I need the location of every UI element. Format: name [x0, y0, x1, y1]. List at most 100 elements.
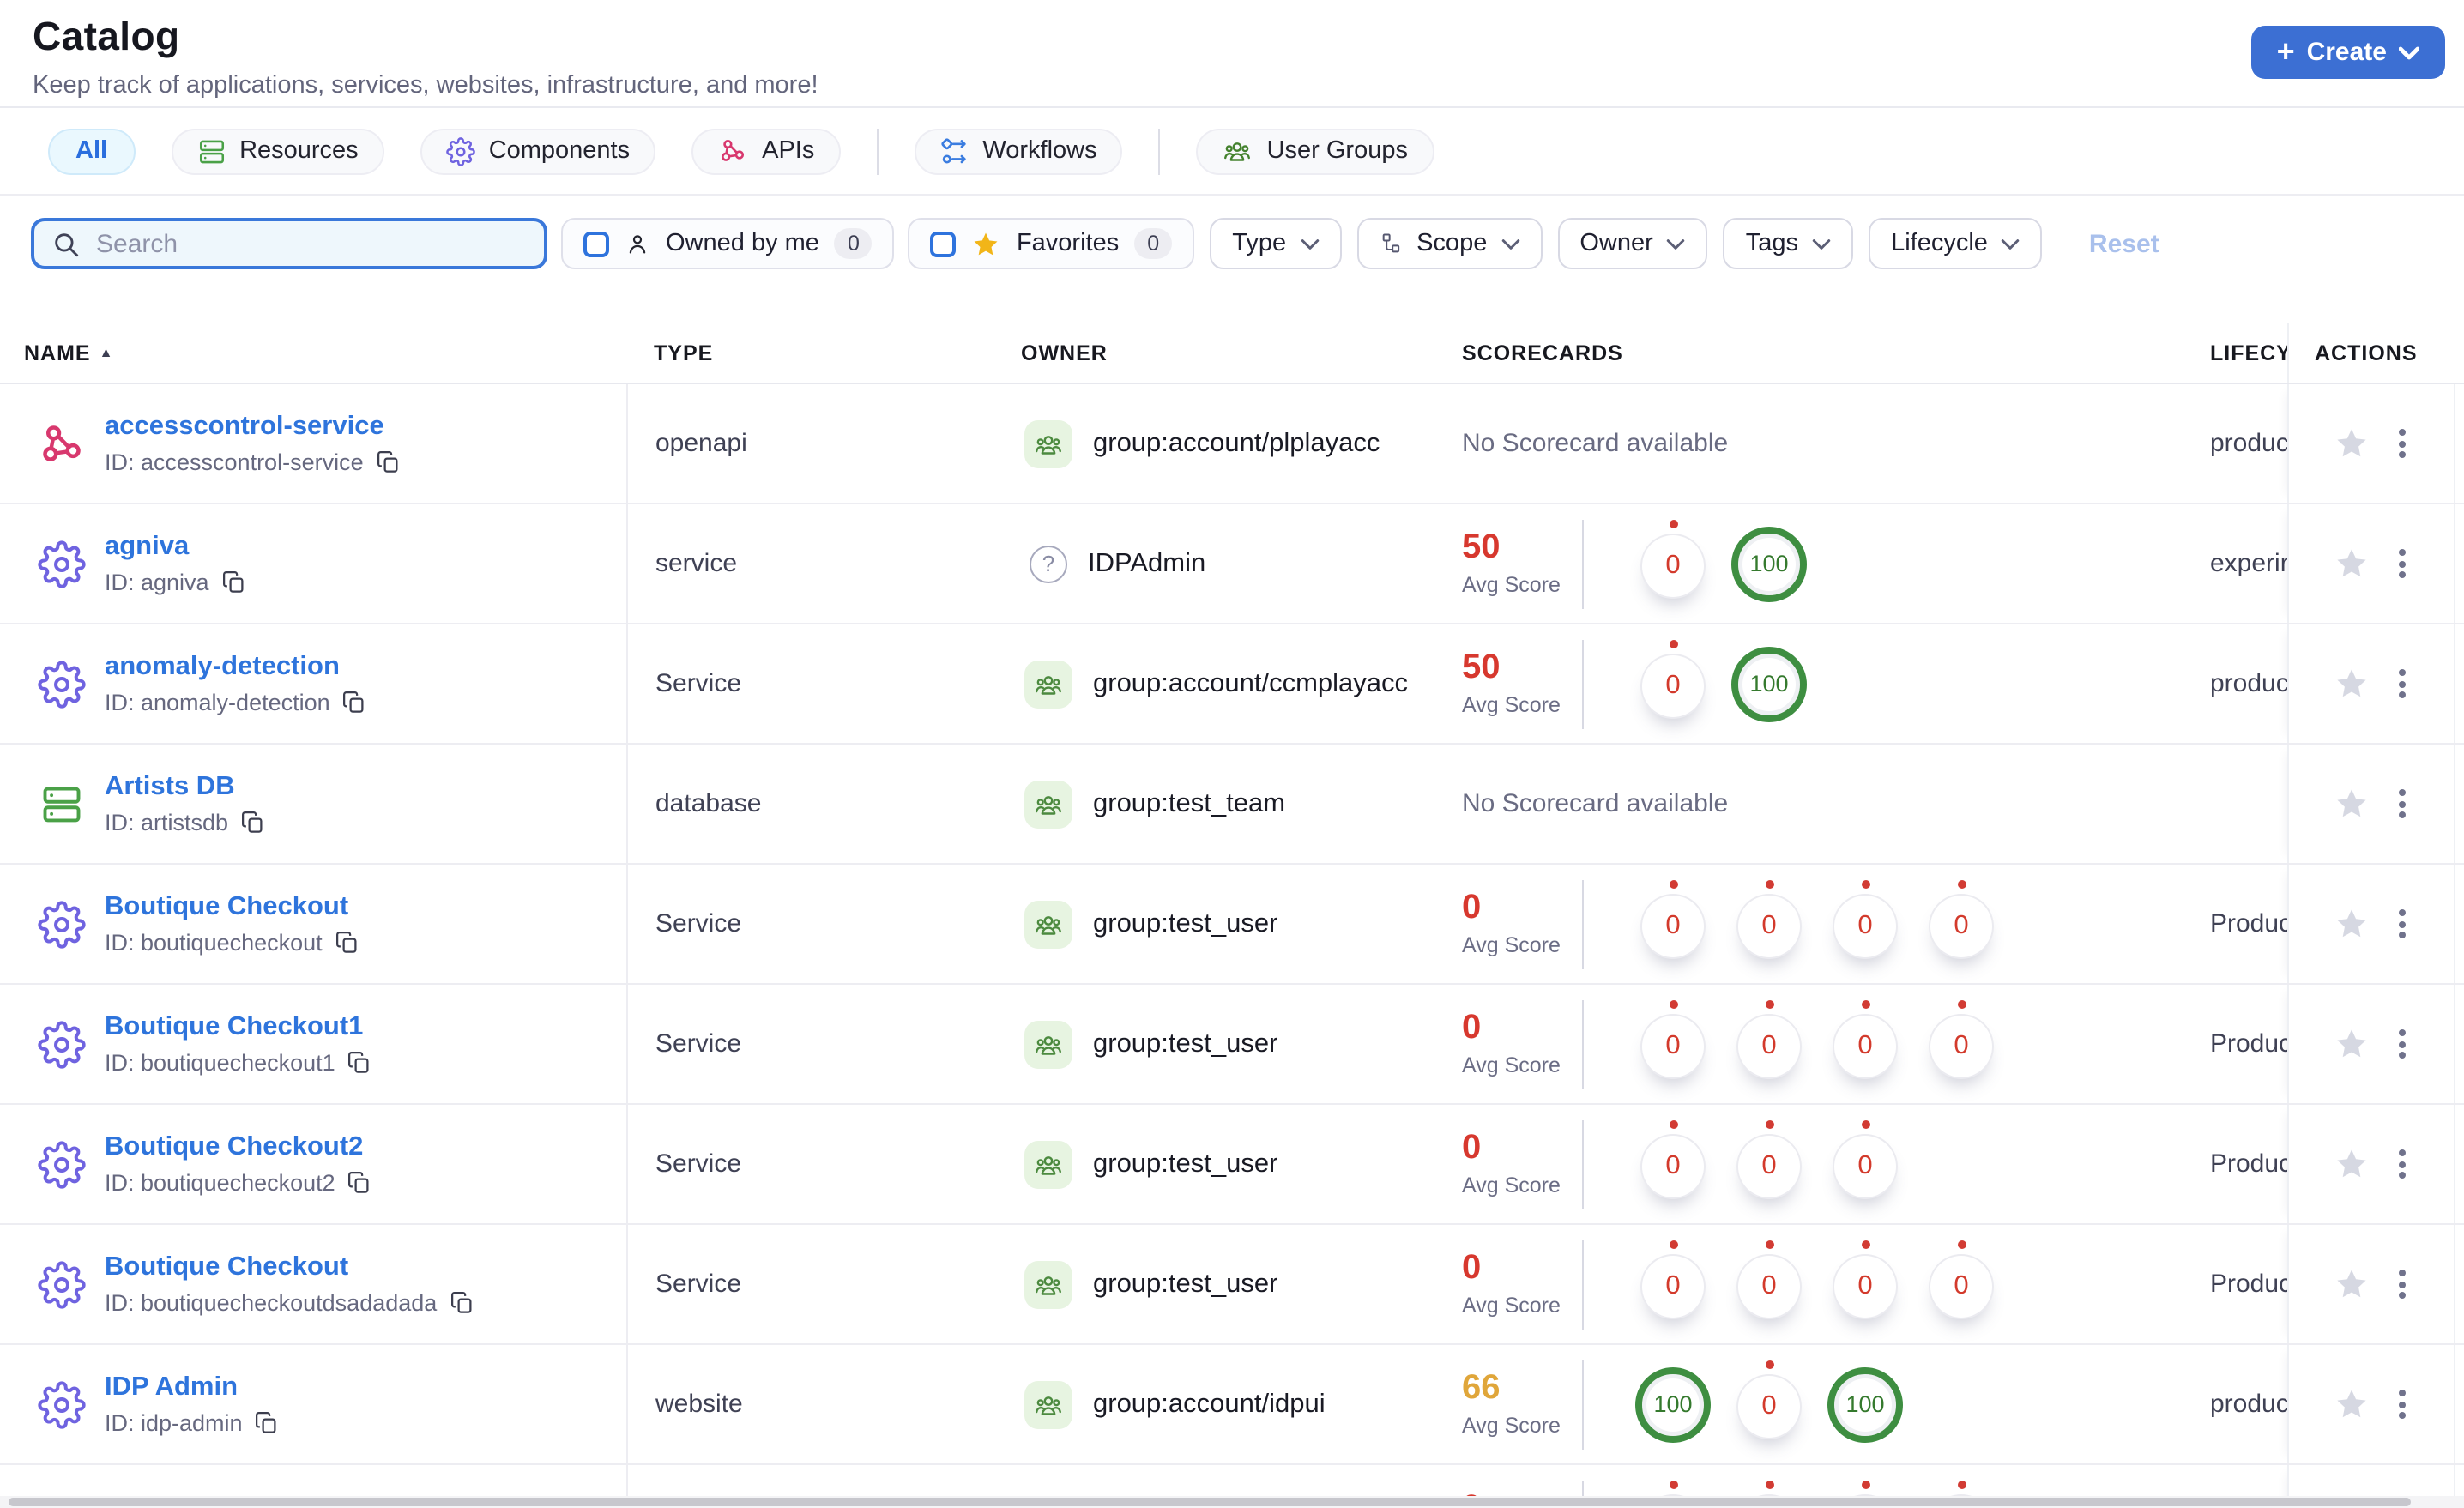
entity-name-link[interactable]: Boutique Checkout [105, 891, 349, 921]
entity-name-link[interactable]: Boutique Checkout2 [105, 1131, 364, 1161]
kebab-menu-icon[interactable] [2392, 542, 2413, 585]
catalog-tabs: All Resources Components APIs Workflows … [0, 108, 2464, 196]
gear-icon [34, 1380, 89, 1428]
scorecard-badge-0[interactable]: 0 [1827, 1236, 1903, 1332]
lifecycle-cell: Produc [2210, 909, 2287, 938]
scope-dropdown[interactable]: Scope [1356, 218, 1543, 269]
api-icon [34, 418, 89, 469]
tab-workflows[interactable]: Workflows [914, 128, 1123, 174]
scorecard-badge-0[interactable]: 0 [1923, 876, 1999, 972]
copy-icon[interactable] [255, 1411, 281, 1437]
group-owner-icon [1024, 1140, 1072, 1188]
favorite-star-icon[interactable] [2334, 1026, 2370, 1062]
copy-icon[interactable] [449, 1291, 474, 1317]
favorite-star-icon[interactable] [2334, 786, 2370, 822]
tab-apis[interactable]: APIs [691, 128, 841, 174]
owned-by-me-checkbox[interactable] [583, 231, 609, 256]
scorecard-badge-0[interactable]: 0 [1923, 996, 1999, 1092]
entity-name-link[interactable]: IDP Admin [105, 1372, 239, 1402]
scorecard-badge-0[interactable]: 0 [1635, 996, 1711, 1092]
copy-icon[interactable] [376, 450, 402, 476]
favorite-star-icon[interactable] [2334, 1266, 2370, 1302]
scorecard-badge-0[interactable]: 0 [1827, 996, 1903, 1092]
tab-resources[interactable]: Resources [171, 128, 384, 174]
scorecard-badge-0[interactable]: 0 [1827, 1116, 1903, 1212]
scorecard-badge-0[interactable]: 0 [1731, 1356, 1807, 1452]
copy-icon[interactable] [347, 1051, 373, 1077]
scorecard-badge-0[interactable]: 0 [1827, 876, 1903, 972]
actions-cell [2287, 504, 2464, 623]
tab-components[interactable]: Components [420, 128, 656, 174]
favorite-star-icon[interactable] [2334, 666, 2370, 702]
reset-filters-button[interactable]: Reset [2088, 229, 2159, 258]
users-icon [1223, 136, 1253, 166]
kebab-menu-icon[interactable] [2392, 662, 2413, 705]
scorecard-badge-100[interactable]: 100 [1827, 1366, 1903, 1442]
kebab-menu-icon[interactable] [2392, 1263, 2413, 1306]
scorecard-badge-0[interactable]: 0 [1635, 1236, 1711, 1332]
scorecard-badge-0[interactable]: 0 [1731, 1236, 1807, 1332]
create-button[interactable]: + Create [2250, 26, 2445, 79]
search-input[interactable] [93, 227, 522, 260]
owner-dropdown[interactable]: Owner [1557, 218, 1708, 269]
scorecard-badge-0[interactable]: 0 [1635, 516, 1711, 612]
copy-icon[interactable] [221, 570, 247, 596]
tab-divider [1158, 128, 1161, 174]
scorecard-badge-0[interactable]: 0 [1635, 1116, 1711, 1212]
entity-name-link[interactable]: agniva [105, 531, 190, 561]
scorecard-badge-100[interactable]: 100 [1731, 526, 1807, 601]
kebab-menu-icon[interactable] [2392, 1143, 2413, 1185]
kebab-menu-icon[interactable] [2392, 1383, 2413, 1426]
kebab-menu-icon[interactable] [2392, 902, 2413, 945]
actions-cell [2287, 865, 2464, 983]
kebab-menu-icon[interactable] [2392, 1022, 2413, 1065]
kebab-menu-icon[interactable] [2392, 422, 2413, 465]
gear-icon [34, 540, 89, 588]
favorite-star-icon[interactable] [2334, 906, 2370, 942]
entity-name-link[interactable]: Artists DB [105, 771, 235, 801]
copy-icon[interactable] [347, 1171, 373, 1197]
scorecard-badge-100[interactable]: 100 [1731, 646, 1807, 721]
name-cell: Boutique Checkout2 ID: boutiquecheckout2 [0, 1105, 628, 1223]
tags-dropdown[interactable]: Tags [1723, 218, 1854, 269]
copy-icon[interactable] [335, 931, 360, 956]
entity-name-link[interactable]: accesscontrol-service [105, 411, 384, 441]
lifecycle-dropdown[interactable]: Lifecycle [1869, 218, 2043, 269]
lifecycle-cell: experir [2210, 549, 2287, 578]
copy-icon[interactable] [240, 811, 266, 836]
entity-name-link[interactable]: anomaly-detection [105, 651, 340, 681]
scorecard-badge-0[interactable]: 0 [1923, 1236, 1999, 1332]
entity-id: ID: boutiquecheckout [105, 930, 323, 956]
tab-label: Resources [239, 137, 359, 165]
scorecard-badge-0[interactable]: 0 [1635, 876, 1711, 972]
tab-all[interactable]: All [48, 128, 136, 174]
type-dropdown[interactable]: Type [1210, 218, 1342, 269]
owner-text: group:account/plplayacc [1093, 428, 1380, 457]
scorecard-badge-0[interactable]: 0 [1731, 996, 1807, 1092]
kebab-menu-icon[interactable] [2392, 782, 2413, 825]
entity-name-link[interactable]: Boutique Checkout1 [105, 1011, 364, 1041]
horizontal-scrollbar[interactable] [0, 1496, 2464, 1508]
favorite-star-icon[interactable] [2334, 1386, 2370, 1422]
scorecard-badge-0[interactable]: 0 [1731, 876, 1807, 972]
api-icon [717, 136, 748, 166]
column-header-name[interactable]: NAME ▲ [24, 341, 114, 365]
owner-text: group:test_user [1093, 1149, 1278, 1178]
favorite-star-icon[interactable] [2334, 546, 2370, 582]
copy-icon[interactable] [342, 691, 368, 716]
owner-text: IDPAdmin [1088, 548, 1206, 577]
owner-cell: ? IDPAdmin [1004, 545, 1438, 582]
entity-name-link[interactable]: Boutique Checkout [105, 1252, 349, 1282]
favorite-star-icon[interactable] [2334, 1146, 2370, 1182]
scorecards-cell: 0 Avg Score 0 0 0 [1438, 1105, 2193, 1223]
scorecard-badge-0[interactable]: 0 [1731, 1116, 1807, 1212]
favorites-checkbox[interactable] [930, 231, 957, 256]
owned-by-me-filter[interactable]: Owned by me 0 [561, 218, 895, 269]
column-header-actions: ACTIONS [2287, 323, 2464, 383]
favorites-filter[interactable]: Favorites 0 [908, 218, 1195, 269]
scorecard-badge-100[interactable]: 100 [1635, 1366, 1711, 1442]
favorite-star-icon[interactable] [2334, 425, 2370, 461]
scrollbar-thumb[interactable] [9, 1498, 2411, 1506]
scorecard-badge-0[interactable]: 0 [1635, 636, 1711, 732]
tab-user-groups[interactable]: User Groups [1196, 128, 1434, 174]
